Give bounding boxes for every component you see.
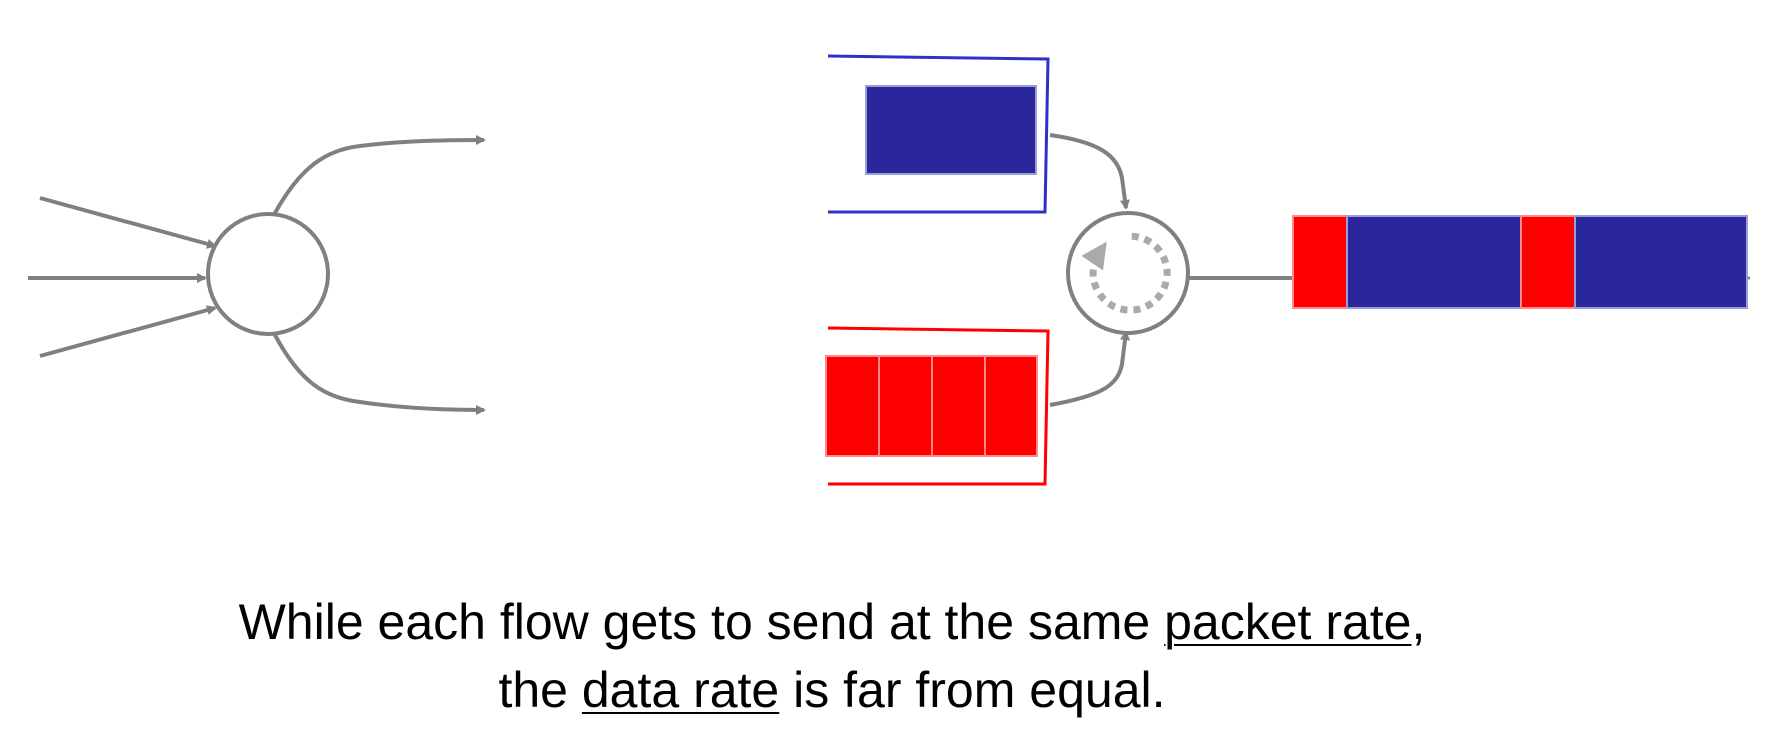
caption-line1-end: , <box>1411 594 1426 650</box>
caption-line2-end: is far from equal. <box>779 662 1166 718</box>
caption: While each flow gets to send at the same… <box>0 588 1664 724</box>
red-queue-packets <box>825 355 1038 457</box>
data-rate-term: data rate <box>581 662 780 718</box>
blue-queue-outline <box>827 54 1050 214</box>
input-link-bottom <box>39 305 217 358</box>
packet-rate-term: packet rate <box>1164 594 1412 650</box>
caption-line-1: While each flow gets to send at the same… <box>0 588 1664 656</box>
scheduler-diagram <box>825 54 1750 486</box>
router-diagram <box>28 135 486 415</box>
caption-line2-start: the <box>498 662 582 718</box>
red-queue-packet <box>931 355 986 457</box>
red-queue-packet <box>984 355 1038 457</box>
round-robin-icon <box>1081 232 1171 314</box>
caption-line-2: the data rate is far from equal. <box>0 656 1664 724</box>
red-queue-packet <box>878 355 933 457</box>
red-queue-packet <box>825 355 880 457</box>
red-queue-connector <box>1049 330 1130 407</box>
output-packet-red <box>1520 215 1576 309</box>
output-packet-sequence <box>1292 215 1748 309</box>
caption-line1-start: While each flow gets to send at the same <box>238 594 1165 650</box>
output-packet-blue <box>1346 215 1522 309</box>
red-queue-outline <box>827 326 1050 486</box>
output-link-top <box>273 135 486 214</box>
output-packet-blue <box>1574 215 1748 309</box>
input-link-top <box>39 196 217 249</box>
output-link-bottom <box>273 334 486 415</box>
router-node <box>206 212 330 336</box>
blue-queue-packet <box>865 85 1037 175</box>
blue-queue-connector <box>1049 133 1130 210</box>
output-packet-red <box>1292 215 1348 309</box>
